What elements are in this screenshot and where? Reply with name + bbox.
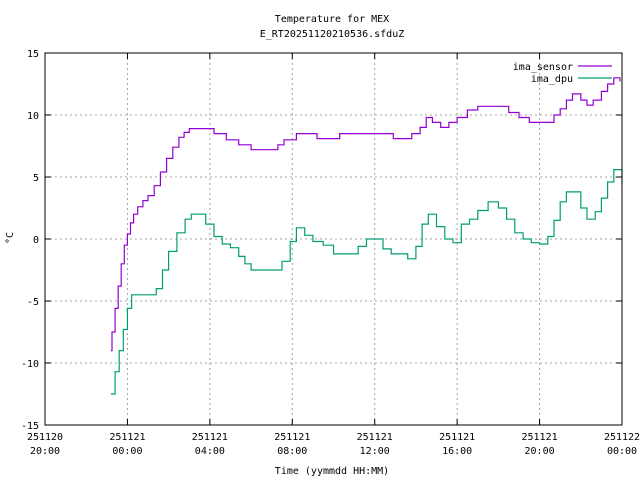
x-tick-time: 00:00 (607, 446, 637, 457)
x-tick-date: 251121 (439, 432, 475, 443)
y-tick-label: -15 (21, 421, 39, 432)
x-tick-date: 251121 (522, 432, 558, 443)
x-tick-time: 20:00 (30, 446, 60, 457)
x-tick-date: 251120 (27, 432, 63, 443)
chart-title: Temperature for MEX (275, 14, 389, 25)
x-tick-time: 08:00 (277, 446, 307, 457)
x-tick-time: 20:00 (525, 446, 555, 457)
y-tick-label: -5 (27, 297, 39, 308)
y-tick-label: -10 (21, 359, 39, 370)
y-tick-label: 15 (27, 49, 39, 60)
x-tick-date: 251121 (109, 432, 145, 443)
series-line-ima-sensor (110, 77, 621, 352)
chart-subtitle: E_RT20251120210536.sfduZ (260, 29, 405, 40)
y-tick-label: 10 (27, 111, 39, 122)
y-tick-label: 5 (33, 173, 39, 184)
x-axis-label: Time (yymmdd HH:MM) (275, 466, 389, 477)
grid (44, 52, 623, 426)
legend-label: ima_sensor (513, 62, 573, 73)
plot-frame (44, 52, 623, 426)
series-line-ima-dpu (110, 169, 623, 395)
y-tick-label: 0 (33, 235, 39, 246)
x-tick-date: 251121 (357, 432, 393, 443)
x-tick-date: 251121 (192, 432, 228, 443)
y-axis-label: °C (5, 232, 16, 244)
x-tick-time: 04:00 (195, 446, 225, 457)
x-tick-time: 00:00 (112, 446, 142, 457)
x-tick-time: 12:00 (360, 446, 390, 457)
x-tick-labels: 251120 20:00 251121 00:00 251121 04:00 251121 0… (27, 432, 640, 457)
legend-label: ima_dpu (531, 74, 573, 85)
plot-series (110, 77, 623, 395)
x-tick-date: 251121 (274, 432, 310, 443)
x-tick-date: 251122 (604, 432, 640, 443)
x-tick-time: 16:00 (442, 446, 472, 457)
y-tick-labels: -15 -10 -5 0 5 10 15 (21, 49, 39, 432)
